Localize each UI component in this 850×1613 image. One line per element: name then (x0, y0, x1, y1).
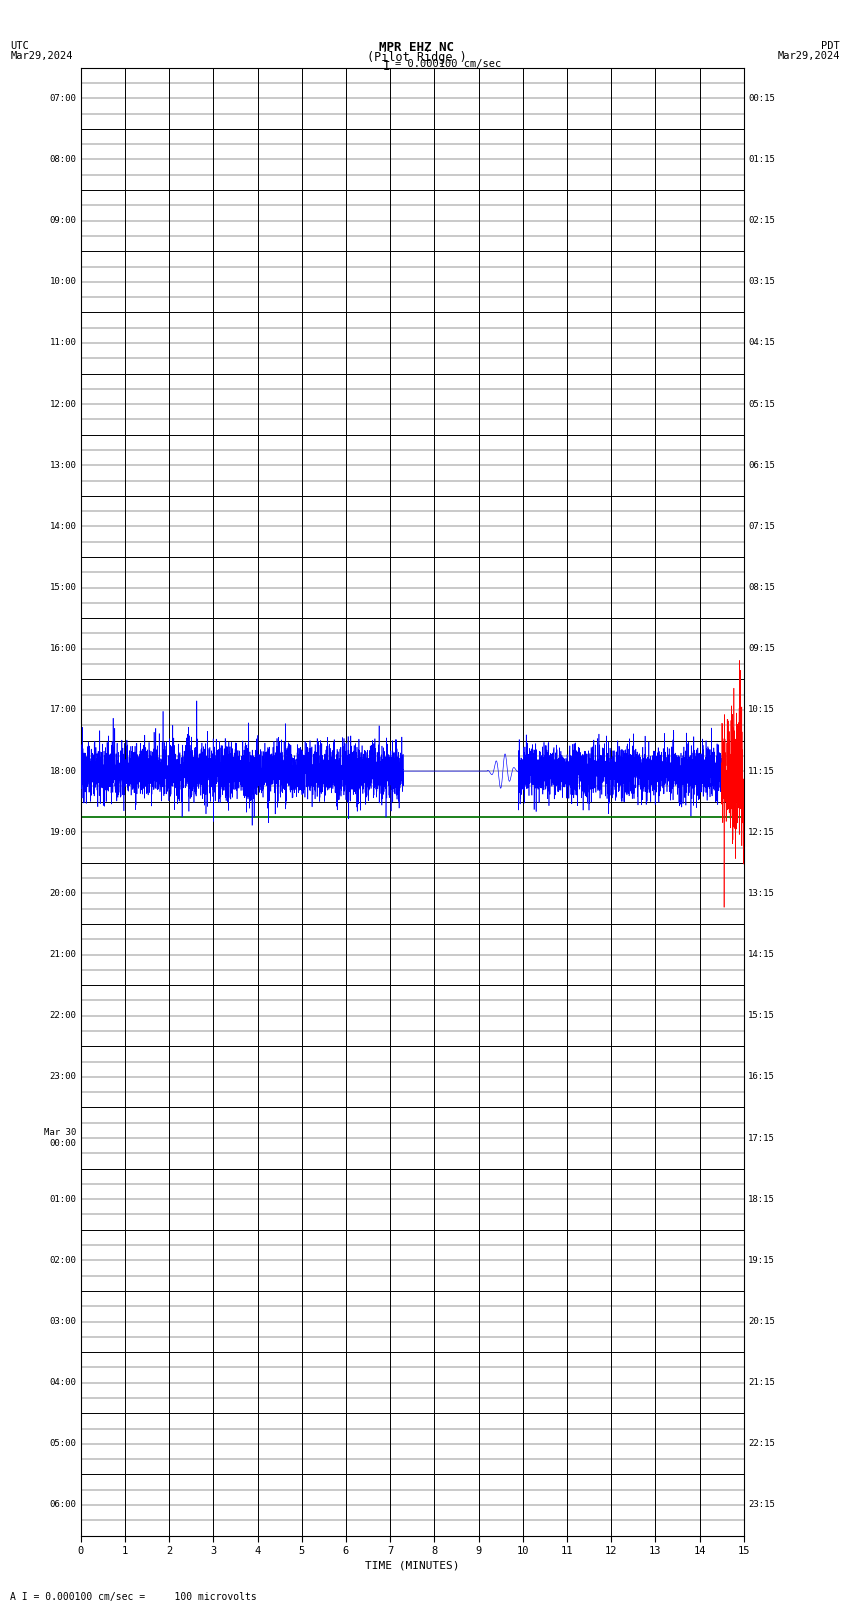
Text: Mar29,2024: Mar29,2024 (777, 50, 840, 61)
Text: (Pilot Ridge ): (Pilot Ridge ) (366, 50, 467, 65)
Text: PDT: PDT (821, 40, 840, 52)
Text: = 0.000100 cm/sec: = 0.000100 cm/sec (395, 60, 501, 69)
Text: A I = 0.000100 cm/sec =     100 microvolts: A I = 0.000100 cm/sec = 100 microvolts (10, 1592, 257, 1602)
Text: I: I (383, 60, 390, 73)
Text: MPR EHZ NC: MPR EHZ NC (379, 40, 454, 55)
X-axis label: TIME (MINUTES): TIME (MINUTES) (365, 1560, 460, 1569)
Text: Mar29,2024: Mar29,2024 (10, 50, 73, 61)
Text: UTC: UTC (10, 40, 29, 52)
